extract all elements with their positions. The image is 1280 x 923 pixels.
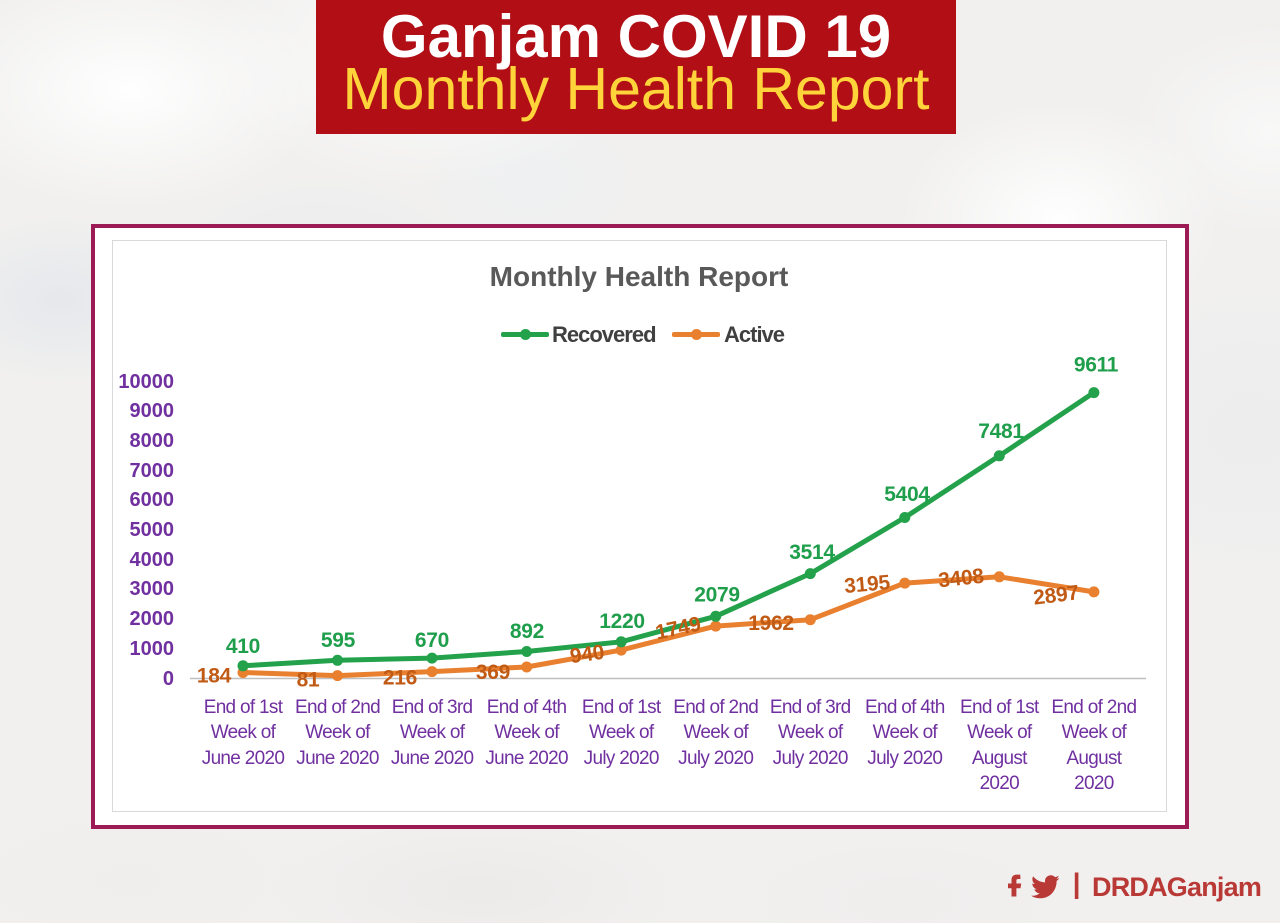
svg-text:369: 369 — [476, 661, 510, 684]
svg-text:2897: 2897 — [1032, 581, 1080, 609]
svg-text:1962: 1962 — [748, 612, 794, 635]
svg-text:1749: 1749 — [653, 613, 702, 645]
svg-text:9611: 9611 — [1074, 354, 1119, 377]
svg-text:892: 892 — [510, 620, 544, 643]
svg-text:216: 216 — [383, 667, 417, 690]
svg-text:184: 184 — [197, 665, 232, 688]
svg-text:DRDAGanjam: DRDAGanjam — [1092, 872, 1261, 902]
svg-text:670: 670 — [415, 629, 449, 652]
svg-text:3195: 3195 — [843, 571, 891, 598]
svg-text:2079: 2079 — [694, 584, 740, 607]
svg-text:410: 410 — [226, 635, 260, 658]
svg-text:3408: 3408 — [937, 565, 985, 593]
svg-text:5404: 5404 — [884, 483, 930, 506]
svg-text:7481: 7481 — [978, 420, 1024, 443]
svg-text:940: 940 — [569, 641, 606, 669]
svg-text:1220: 1220 — [599, 610, 645, 633]
svg-text:3514: 3514 — [789, 541, 835, 564]
svg-text:595: 595 — [321, 629, 356, 652]
svg-text:81: 81 — [297, 669, 320, 692]
